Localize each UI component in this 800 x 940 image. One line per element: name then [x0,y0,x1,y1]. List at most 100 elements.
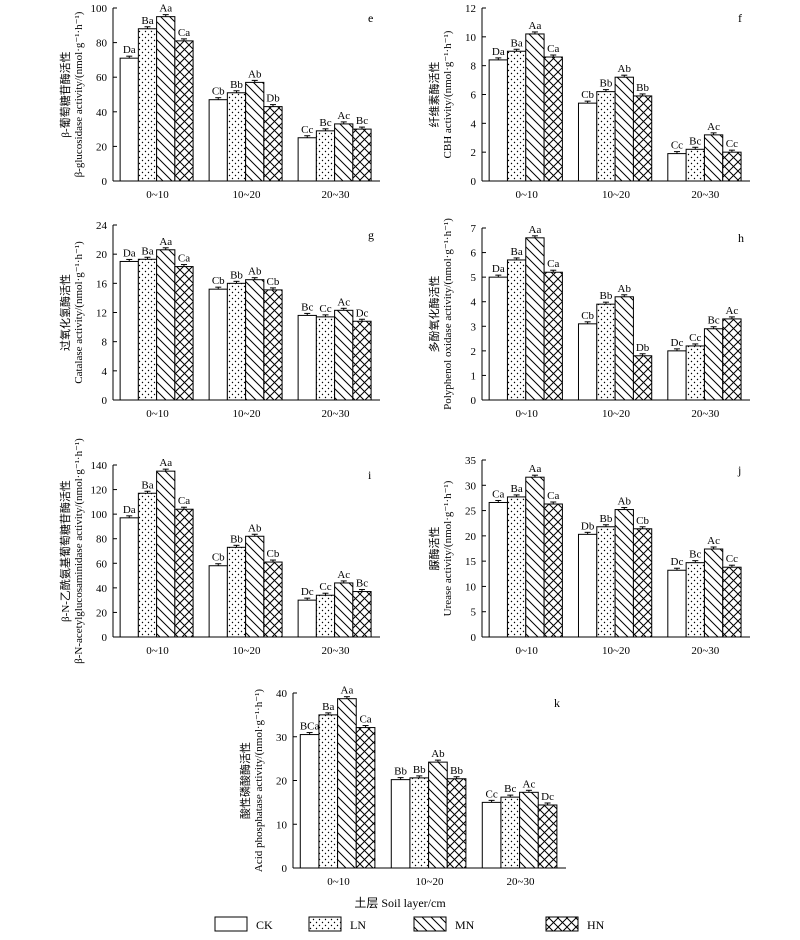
bar-ck [488,276,508,401]
y-tick-label: 20 [96,141,108,153]
data-label: Cb [212,275,225,287]
bar-ck [667,569,687,638]
y-tick-label: 6 [471,90,477,102]
legend-swatch-ck [214,916,248,932]
bar-ck [667,153,687,182]
data-label: Ba [141,15,153,27]
bar-ck [297,599,317,638]
bar-hn [174,40,194,182]
y-tick-label: 0 [471,395,477,407]
y-tick-label: 15 [465,556,477,568]
data-label: Dc [356,307,369,319]
bar-mn [245,81,265,182]
y-tick-label: 8 [471,61,477,73]
bar-mn [428,761,448,869]
data-label: Dc [301,586,314,598]
legend-label-mn: MN [455,918,475,932]
y-tick-label: 0 [102,176,108,188]
panel-label: e [368,11,373,25]
data-label: Ba [510,483,522,495]
bar-ck [119,57,139,182]
data-label: Da [492,46,505,58]
data-label: Aa [529,463,542,475]
legend-item-ln: LN [308,916,366,932]
chart-panel-j: 0 5 10 15 20 25 30 35 脲酶活性 Urease activity/(nmol·… [427,455,750,657]
bar-ck [299,734,320,869]
bar-mn [703,548,724,638]
data-label: Aa [341,685,354,697]
data-label: Ac [523,778,536,790]
y-tick-label: 4 [471,118,477,130]
data-label: Ab [431,748,445,760]
bar-mn [156,249,176,401]
data-label: Cc [671,140,683,152]
bar-hn [355,727,376,869]
y-tick-label: 20 [276,776,288,788]
legend-swatch-mn [413,916,447,932]
x-tick-label: 0~10 [515,408,538,420]
y-axis-title-cn: β-N-乙酰氨基葡萄糖苷酶活性 [58,480,72,622]
panel-label: j [737,463,741,477]
data-label: Ba [141,245,153,257]
data-label: Db [636,342,650,354]
bar-mn [703,134,724,182]
y-tick-label: 3 [471,321,477,333]
y-tick-label: 8 [102,337,108,349]
bar-ln [226,92,247,182]
data-label: Ba [510,246,522,258]
x-tick-label: 10~20 [416,876,444,888]
data-label: BCa [300,721,320,733]
data-label: Cc [726,553,738,565]
bar-hn [263,106,283,182]
x-tick-label: 20~30 [691,189,719,201]
panel-label: i [368,468,372,482]
y-axis-title-en: β-N-acetylglucosaminidase activity/(nmol… [73,438,85,664]
data-label: Cb [267,276,280,288]
y-tick-label: 60 [96,558,108,570]
panel-label: k [554,696,560,710]
data-label: Bc [689,549,701,561]
x-tick-label: 10~20 [233,189,261,201]
legend-label-hn: HN [587,918,605,932]
x-tick-label: 0~10 [327,876,350,888]
y-tick-label: 16 [96,278,108,290]
bar-ck [208,288,228,401]
data-label: Bc [356,578,368,590]
panel-label: h [738,231,744,245]
y-tick-label: 0 [102,395,108,407]
y-tick-label: 60 [96,72,108,84]
bar-mn [519,791,539,869]
y-tick-label: 2 [471,346,477,358]
data-label: Aa [529,224,542,236]
data-label: Bb [636,82,649,94]
bar-mn [614,509,634,638]
data-label: Bb [600,513,613,525]
bar-ck [577,533,598,638]
bar-hn [632,528,653,638]
y-tick-label: 80 [96,534,108,546]
y-tick-label: 40 [276,688,288,700]
bar-hn [543,56,563,182]
bar-ck [488,501,508,638]
data-label: Ca [359,714,371,726]
bar-ln [506,496,527,638]
y-axis-title-cn: 酸性磷酸酶活性 [238,742,252,819]
x-tick-label: 20~30 [322,189,350,201]
chart-panel-f: 0 2 4 6 8 10 12 纤维素酶活性 CBH activity/(nmol·g⁻¹·h⁻… [427,3,750,201]
bar-ck [208,99,228,182]
data-label: Ba [510,37,522,49]
y-axis-title-en: β-glucosidase activity/(nmol·g⁻¹·h⁻¹) [73,11,85,177]
x-tick-label: 20~30 [507,876,535,888]
y-axis-title-en: CBH activity/(nmol·g⁻¹·h⁻¹) [442,30,454,158]
bar-hn [352,591,372,638]
data-label: Ca [492,488,504,500]
chart-panel-k: 0 10 20 30 40 酸性磷酸酶活性 Acid phosphatase activit… [238,685,566,888]
data-label: Ac [337,569,350,581]
data-label: Bc [689,135,701,147]
data-label: Aa [159,457,172,469]
x-tick-label: 0~10 [146,408,169,420]
data-label: Ca [178,27,190,39]
y-axis-title-cn: 过氧化氢酶活性 [58,274,72,351]
data-label: Ac [337,110,350,122]
